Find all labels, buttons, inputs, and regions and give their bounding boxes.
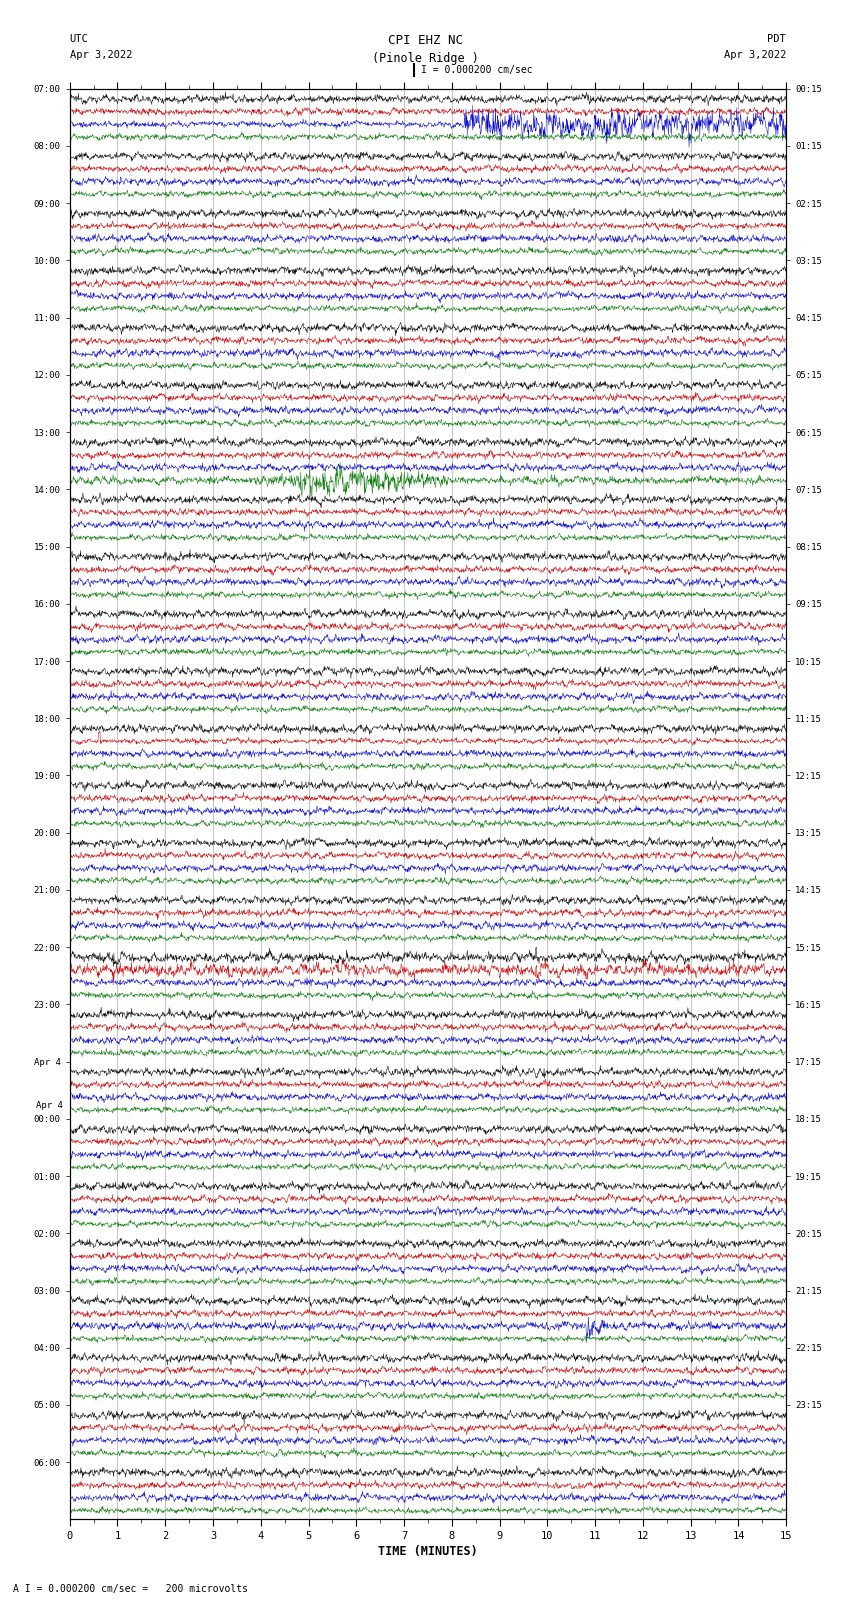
Text: UTC: UTC	[70, 34, 88, 44]
Text: (Pinole Ridge ): (Pinole Ridge )	[371, 52, 479, 65]
Text: A I = 0.000200 cm/sec =   200 microvolts: A I = 0.000200 cm/sec = 200 microvolts	[13, 1584, 247, 1594]
X-axis label: TIME (MINUTES): TIME (MINUTES)	[378, 1545, 478, 1558]
Text: I = 0.000200 cm/sec: I = 0.000200 cm/sec	[421, 65, 532, 74]
Text: Apr 3,2022: Apr 3,2022	[70, 50, 133, 60]
Text: Apr 3,2022: Apr 3,2022	[723, 50, 786, 60]
Text: PDT: PDT	[768, 34, 786, 44]
Text: Apr 4: Apr 4	[36, 1102, 63, 1110]
Text: CPI EHZ NC: CPI EHZ NC	[388, 34, 462, 47]
